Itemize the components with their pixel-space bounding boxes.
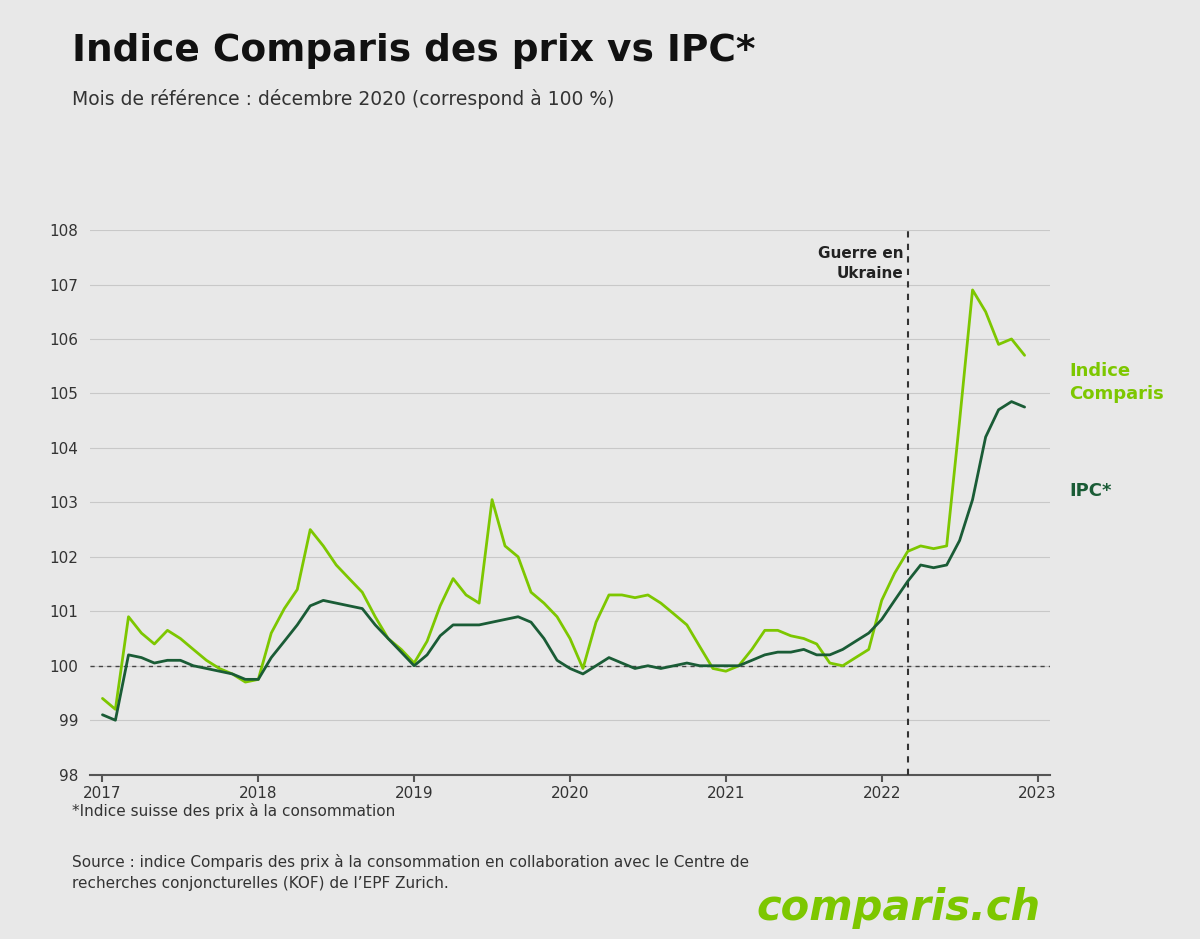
Text: Mois de référence : décembre 2020 (correspond à 100 %): Mois de référence : décembre 2020 (corre… bbox=[72, 89, 614, 109]
Text: Source : indice Comparis des prix à la consommation en collaboration avec le Cen: Source : indice Comparis des prix à la c… bbox=[72, 854, 749, 891]
Text: Indice Comparis des prix vs IPC*: Indice Comparis des prix vs IPC* bbox=[72, 33, 756, 69]
Text: comparis.ch: comparis.ch bbox=[756, 887, 1040, 930]
Text: Guerre en
Ukraine: Guerre en Ukraine bbox=[818, 246, 904, 281]
Text: *Indice suisse des prix à la consommation: *Indice suisse des prix à la consommatio… bbox=[72, 803, 395, 819]
Text: Indice
Comparis: Indice Comparis bbox=[1069, 362, 1164, 403]
Text: IPC*: IPC* bbox=[1069, 483, 1111, 500]
